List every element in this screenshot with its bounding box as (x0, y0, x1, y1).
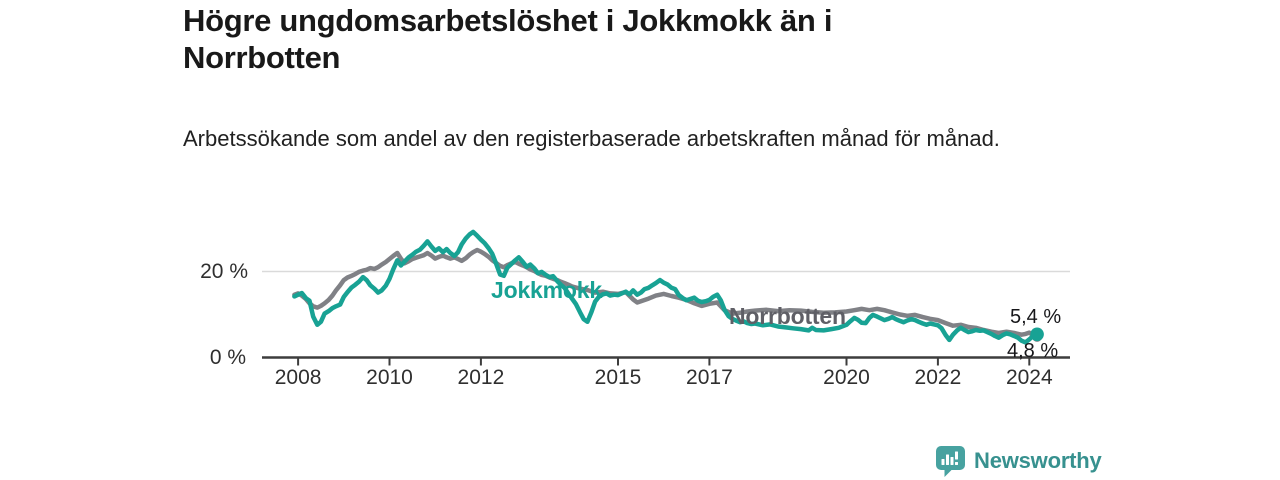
x-axis-tick-label: 2012 (457, 366, 505, 389)
line-jokkmokk (292, 229, 1040, 345)
x-axis-tick-label: 2015 (594, 366, 642, 389)
series-label-jokkmokk: Jokkmokk (491, 277, 602, 303)
x-axis-tick-label: 2024 (1005, 366, 1053, 389)
x-axis-tick-label: 2010 (366, 366, 413, 389)
x-axis-tick-label: 2008 (274, 366, 322, 389)
x-axis-tick-label: 2017 (686, 366, 733, 389)
newsworthy-logo-text: Newsworthy (974, 448, 1102, 473)
y-axis-label-20: 20 % (200, 260, 248, 283)
newsworthy-logo[interactable]: Newsworthy (935, 445, 1102, 477)
end-value-label-jokkmokk: 5,4 % (1010, 306, 1062, 328)
x-axis-tick-label: 2020 (823, 366, 870, 389)
chart-title: Högre ungdomsarbetslöshet i Jokkmokk än … (183, 3, 833, 75)
chart-subtitle: Arbetssökande som andel av den registerb… (183, 126, 1000, 151)
newsworthy-logo-icon (936, 446, 965, 477)
series-label-norrbotten: Norrbotten (729, 303, 846, 329)
y-axis-label-0: 0 % (209, 346, 246, 369)
x-axis-tick-label: 2022 (914, 366, 962, 389)
end-value-label-norrbotten: 4,8 % (1007, 340, 1059, 362)
endpoint-dot-jokkmokk (1030, 327, 1044, 342)
